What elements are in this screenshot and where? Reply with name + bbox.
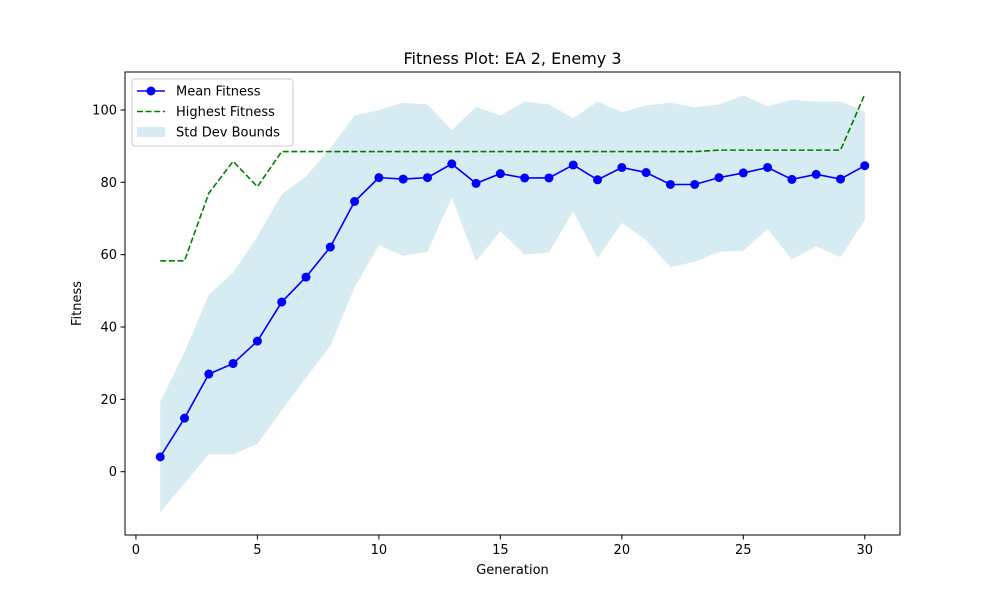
mean-fitness-point [277, 297, 287, 307]
mean-fitness-point [568, 160, 578, 170]
plot-area [155, 94, 870, 513]
legend-box [131, 78, 294, 147]
mean-fitness-point [593, 175, 603, 185]
x-tick-label: 10 [371, 543, 388, 558]
y-tick-label: 40 [100, 321, 117, 336]
y-tick-label: 20 [100, 393, 117, 408]
mean-fitness-point [447, 159, 457, 169]
mean-fitness-point [180, 413, 190, 423]
x-tick-label: 25 [735, 543, 752, 558]
legend-label: Std Dev Bounds [176, 126, 280, 141]
y-tick-label: 80 [100, 176, 117, 191]
mean-fitness-point [350, 197, 360, 206]
mean-fitness-point [641, 168, 651, 178]
std-dev-band [160, 95, 865, 513]
mean-fitness-point [301, 272, 311, 282]
x-axis-label: Generation [476, 563, 549, 578]
y-tick-label: 0 [109, 465, 117, 480]
mean-fitness-point [422, 173, 432, 183]
mean-fitness-point [204, 369, 214, 379]
mean-fitness-point [617, 162, 627, 172]
x-tick-label: 30 [856, 543, 873, 558]
legend-swatch-band [137, 127, 165, 137]
mean-fitness-point [252, 336, 262, 346]
mean-fitness-point [714, 173, 724, 183]
axes-frame [124, 71, 901, 536]
mean-fitness-point [374, 173, 384, 183]
x-tick-label: 0 [132, 543, 140, 558]
mean-fitness-point [738, 168, 748, 178]
chart-title: Fitness Plot: EA 2, Enemy 3 [403, 49, 621, 68]
legend-label: Highest Fitness [176, 105, 275, 120]
x-tick-label: 15 [492, 543, 509, 558]
mean-fitness-point [811, 169, 821, 179]
x-tick-label: 20 [614, 543, 631, 558]
mean-fitness-point [398, 174, 408, 184]
mean-fitness-point [665, 179, 675, 189]
mean-fitness-point [155, 452, 165, 462]
y-tick-label: 60 [100, 248, 117, 263]
y-tick-label: 100 [92, 103, 117, 118]
y-axis: 0 20 40 60 80 100 [92, 103, 125, 480]
mean-fitness-point [544, 173, 554, 183]
mean-fitness-point [520, 173, 530, 183]
mean-fitness-point [860, 161, 870, 171]
mean-fitness-point [495, 169, 505, 179]
highest-fitness-line [160, 94, 866, 262]
mean-fitness-point [787, 174, 797, 184]
mean-fitness-point [325, 242, 335, 252]
mean-fitness-point [228, 359, 238, 369]
mean-fitness-point [690, 179, 700, 189]
mean-fitness-point [471, 178, 481, 188]
legend-label: Mean Fitness [176, 85, 261, 100]
mean-fitness-point [763, 162, 773, 172]
mean-fitness-point [835, 174, 845, 184]
legend-marker-mean [146, 86, 156, 96]
y-axis-label: Fitness [70, 281, 85, 326]
legend: Mean Fitness Highest Fitness Std Dev Bound… [131, 78, 294, 147]
x-tick-label: 5 [253, 543, 261, 558]
x-axis: 0 5 10 15 20 25 30 [132, 535, 873, 558]
